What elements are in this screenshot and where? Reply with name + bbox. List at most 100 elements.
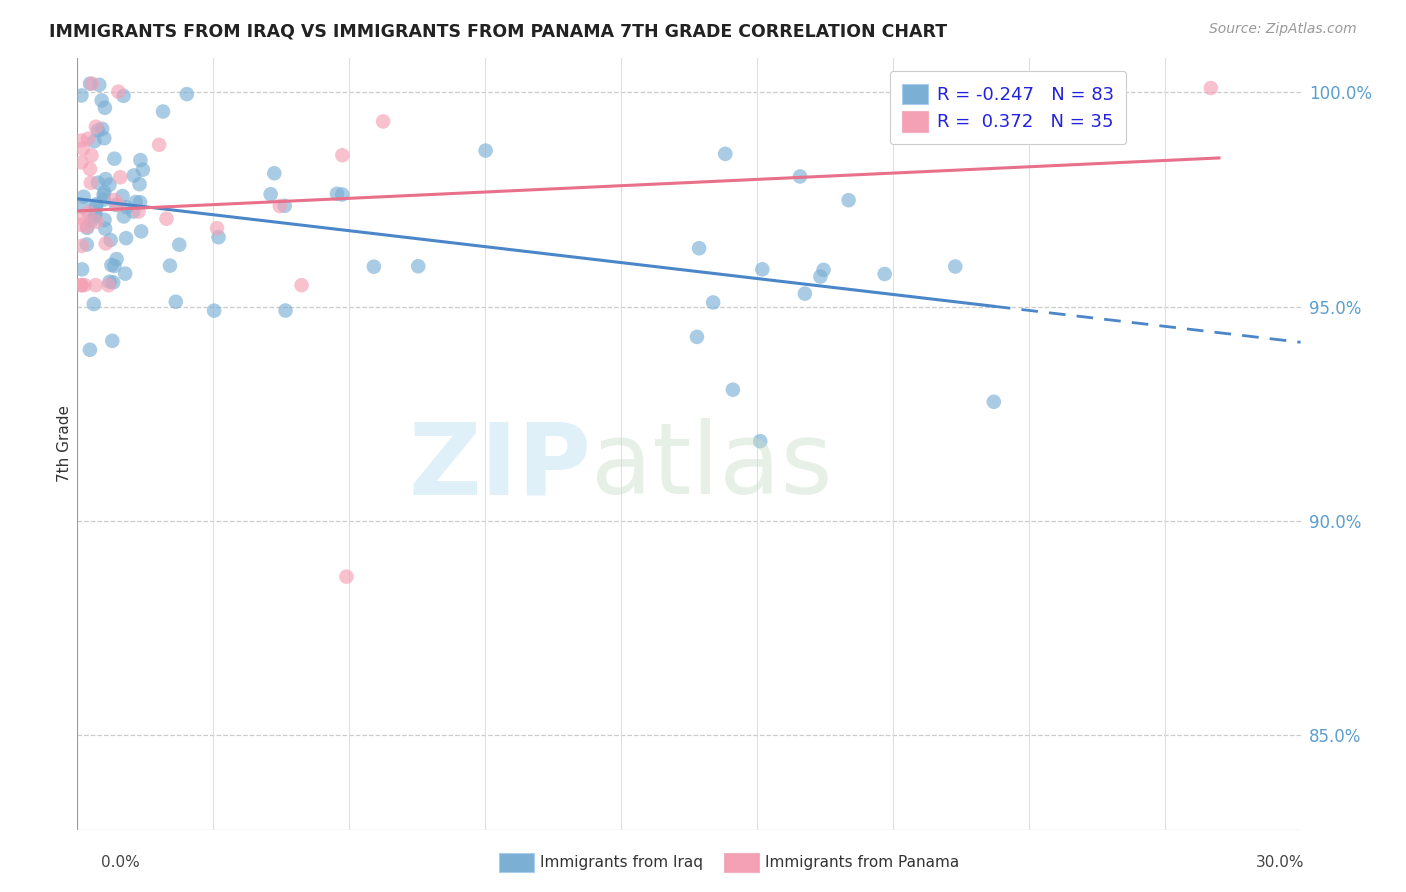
Point bbox=[122, 169, 145, 183]
Point bbox=[93, 213, 115, 227]
Point bbox=[273, 199, 295, 213]
Point bbox=[70, 134, 93, 148]
Point bbox=[70, 218, 93, 232]
Point bbox=[112, 88, 135, 103]
Point bbox=[87, 176, 110, 190]
Point bbox=[702, 295, 724, 310]
Point bbox=[115, 231, 138, 245]
Text: 30.0%: 30.0% bbox=[1257, 855, 1305, 870]
Point bbox=[73, 278, 96, 293]
Point bbox=[70, 155, 93, 169]
Point bbox=[70, 262, 93, 277]
Point bbox=[474, 144, 496, 158]
Point bbox=[335, 569, 357, 583]
Text: IMMIGRANTS FROM IRAQ VS IMMIGRANTS FROM PANAMA 7TH GRADE CORRELATION CHART: IMMIGRANTS FROM IRAQ VS IMMIGRANTS FROM … bbox=[49, 22, 948, 40]
Point bbox=[873, 267, 896, 281]
Point bbox=[80, 77, 103, 91]
Point bbox=[70, 278, 93, 293]
Point bbox=[129, 224, 152, 238]
Point bbox=[686, 330, 709, 344]
Point bbox=[688, 241, 710, 255]
Point bbox=[159, 259, 181, 273]
Point bbox=[80, 148, 103, 162]
Point bbox=[128, 178, 150, 192]
Point bbox=[77, 205, 100, 219]
Point bbox=[83, 297, 105, 311]
Point bbox=[94, 172, 117, 186]
Point bbox=[91, 121, 114, 136]
Point bbox=[107, 198, 129, 212]
Point bbox=[122, 204, 145, 219]
Point bbox=[107, 85, 129, 99]
Point bbox=[167, 237, 190, 252]
Point bbox=[259, 187, 281, 202]
Point bbox=[84, 204, 107, 219]
Point bbox=[84, 120, 107, 134]
Point bbox=[789, 169, 811, 184]
Point bbox=[205, 221, 228, 235]
Point bbox=[101, 334, 124, 348]
Point bbox=[70, 211, 93, 225]
Point bbox=[72, 142, 94, 156]
Point bbox=[721, 383, 744, 397]
Point bbox=[290, 278, 312, 293]
Point bbox=[103, 259, 125, 273]
Point bbox=[83, 134, 105, 148]
Point bbox=[751, 262, 773, 277]
Text: Source: ZipAtlas.com: Source: ZipAtlas.com bbox=[1209, 22, 1357, 37]
Point bbox=[749, 434, 772, 449]
Point bbox=[813, 263, 835, 277]
Point bbox=[80, 176, 103, 190]
Text: atlas: atlas bbox=[591, 418, 832, 516]
Point bbox=[103, 276, 125, 290]
Point bbox=[330, 187, 353, 202]
Point bbox=[72, 189, 94, 203]
Point bbox=[152, 104, 174, 119]
Point bbox=[76, 237, 98, 252]
Point bbox=[207, 230, 229, 244]
Point bbox=[943, 260, 966, 274]
Point bbox=[202, 303, 225, 318]
Point bbox=[93, 131, 115, 145]
Point bbox=[90, 94, 112, 108]
Point bbox=[98, 275, 121, 289]
Point bbox=[79, 161, 101, 176]
Point bbox=[76, 220, 98, 235]
Point bbox=[129, 153, 152, 167]
Point bbox=[326, 186, 349, 201]
Point bbox=[714, 146, 737, 161]
Text: 0.0%: 0.0% bbox=[101, 855, 141, 870]
Point bbox=[94, 101, 117, 115]
Point bbox=[269, 199, 291, 213]
Point bbox=[165, 294, 187, 309]
Point bbox=[128, 204, 150, 219]
Point bbox=[100, 233, 122, 247]
Text: Immigrants from Iraq: Immigrants from Iraq bbox=[540, 855, 703, 870]
Point bbox=[70, 239, 93, 253]
Point bbox=[93, 186, 115, 200]
Point bbox=[111, 189, 134, 203]
Point bbox=[84, 209, 107, 223]
Text: Immigrants from Panama: Immigrants from Panama bbox=[765, 855, 959, 870]
Point bbox=[84, 278, 107, 293]
Point bbox=[100, 258, 122, 272]
Point bbox=[86, 197, 108, 211]
Point bbox=[97, 278, 120, 293]
Point bbox=[176, 87, 198, 101]
Point bbox=[114, 267, 136, 281]
Point bbox=[115, 200, 138, 214]
Point bbox=[808, 269, 831, 284]
Point bbox=[263, 166, 285, 180]
Point bbox=[70, 278, 93, 293]
Point bbox=[77, 131, 100, 145]
Point bbox=[94, 236, 117, 251]
Point bbox=[103, 152, 125, 166]
Y-axis label: 7th Grade: 7th Grade bbox=[56, 405, 72, 483]
Point bbox=[94, 221, 117, 235]
Legend: R = -0.247   N = 83, R =  0.372   N = 35: R = -0.247 N = 83, R = 0.372 N = 35 bbox=[890, 70, 1126, 145]
Point bbox=[983, 394, 1005, 409]
Point bbox=[86, 215, 108, 229]
Point bbox=[155, 211, 177, 226]
Point bbox=[129, 195, 152, 210]
Point bbox=[93, 193, 115, 207]
